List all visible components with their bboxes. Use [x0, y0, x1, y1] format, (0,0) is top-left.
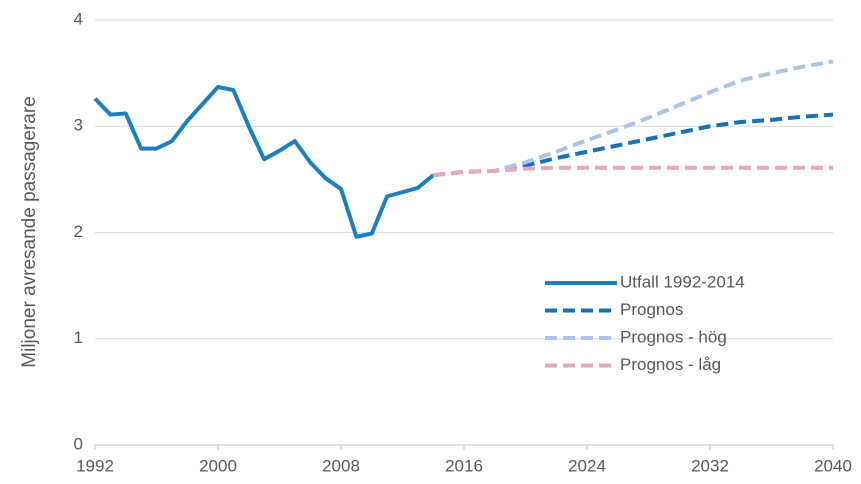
y-tick-label: 4 — [74, 9, 83, 28]
y-tick-label: 0 — [74, 434, 83, 453]
line-series — [433, 112, 834, 178]
line-series — [433, 165, 833, 178]
legend-label: Prognos — [620, 300, 683, 319]
x-tick-label: 2024 — [568, 456, 606, 475]
legend-label: Utfall 1992-2014 — [620, 272, 745, 291]
x-tick-label: 1992 — [76, 456, 114, 475]
legend-label: Prognos - låg — [620, 355, 721, 374]
y-axis-label: Miljoner avresande passagerare — [19, 96, 40, 367]
legend-label: Prognos - hög — [620, 327, 727, 346]
line-series — [433, 59, 834, 178]
x-tick-label: 2016 — [445, 456, 483, 475]
x-tick-label: 2040 — [814, 456, 852, 475]
y-tick-label: 3 — [74, 116, 83, 135]
line-series — [93, 84, 435, 239]
y-tick-label: 1 — [74, 328, 83, 347]
x-tick-label: 2008 — [322, 456, 360, 475]
x-tick-label: 2032 — [691, 456, 729, 475]
y-tick-label: 2 — [74, 222, 83, 241]
x-tick-label: 2000 — [199, 456, 237, 475]
